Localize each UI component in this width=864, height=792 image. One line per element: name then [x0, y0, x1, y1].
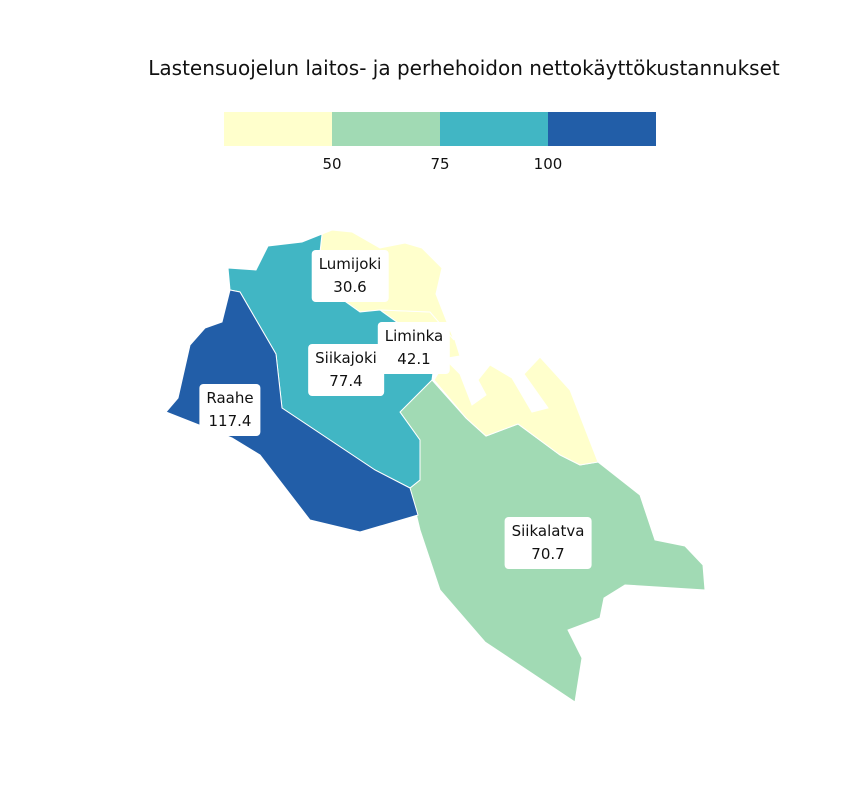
label-lumijoki: Lumijoki 30.6	[311, 250, 389, 302]
legend-bin-2	[332, 112, 440, 146]
label-siikajoki: Siikajoki 77.4	[308, 344, 384, 396]
label-raahe-value: 117.4	[208, 412, 252, 430]
label-siikalatva: Siikalatva 70.7	[504, 517, 592, 569]
label-liminka-value: 42.1	[397, 350, 431, 368]
legend-tick-50: 50	[322, 155, 342, 173]
legend-tick-75: 75	[430, 155, 450, 173]
label-raahe-name: Raahe	[206, 389, 254, 407]
label-liminka-name: Liminka	[384, 327, 444, 345]
region-raahe[interactable]	[165, 289, 419, 533]
label-siikalatva-value: 70.7	[531, 545, 565, 563]
label-liminka: Liminka 42.1	[377, 322, 451, 374]
legend-bin-4	[548, 112, 656, 146]
map-title: Lastensuojelun laitos- ja perhehoidon ne…	[148, 56, 780, 80]
color-legend	[224, 112, 656, 146]
label-lumijoki-name: Lumijoki	[318, 255, 382, 273]
legend-bin-3	[440, 112, 548, 146]
label-siikajoki-name: Siikajoki	[315, 349, 377, 367]
label-lumijoki-value: 30.6	[333, 278, 367, 296]
label-siikajoki-value: 77.4	[329, 372, 363, 390]
legend-bin-1	[224, 112, 332, 146]
label-raahe: Raahe 117.4	[199, 384, 261, 436]
legend-tick-100: 100	[533, 155, 563, 173]
label-siikalatva-name: Siikalatva	[511, 522, 585, 540]
